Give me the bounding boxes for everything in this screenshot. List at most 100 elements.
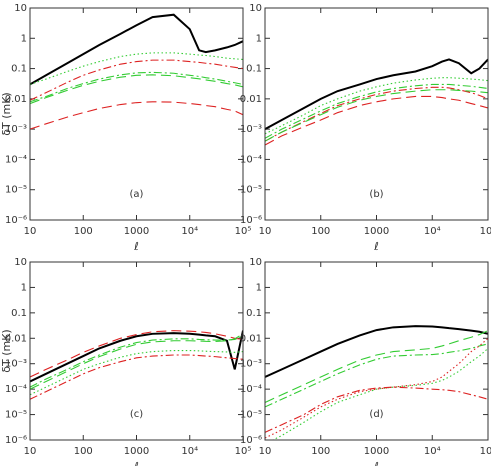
y-tick-label: 10⁻⁴	[240, 384, 262, 395]
x-tick-label: 10⁴	[181, 226, 198, 237]
x-tick-label: 10⁴	[181, 446, 198, 457]
series-line	[30, 74, 243, 105]
y-tick-label: 10	[14, 257, 27, 268]
series-line	[30, 59, 243, 101]
x-tick-label: 10⁵	[480, 226, 491, 237]
y-tick-label: 10⁻⁵	[240, 410, 262, 421]
series-line	[265, 77, 488, 135]
y-tick-label: 0.01	[240, 333, 262, 344]
x-axis-label: ℓ	[373, 240, 379, 253]
panel-label: (a)	[130, 189, 144, 200]
y-tick-label: 0.01	[240, 94, 262, 105]
y-tick-label: 1	[21, 33, 27, 44]
panel: 10⁻⁶ 10⁻⁵ 10⁻⁴ 10⁻³ 0.01 0.1 1 10 10 100 1000 10⁴ 10…	[240, 3, 491, 253]
series-line	[265, 83, 488, 139]
panel-label: (d)	[369, 409, 383, 420]
lines	[30, 330, 243, 400]
lines	[30, 13, 243, 130]
series-line	[30, 354, 243, 400]
x-tick-label: 100	[74, 226, 93, 237]
x-tick-label: 100	[311, 226, 330, 237]
x-tick-label: 100	[311, 446, 330, 457]
y-tick-label: 1	[21, 282, 27, 293]
series-line	[271, 347, 488, 440]
y-tick-label: 0.01	[5, 333, 27, 344]
y-tick-label: 10⁻⁵	[5, 185, 27, 196]
y-tick-label: 0.1	[246, 308, 262, 319]
x-tick-label: 10	[259, 226, 272, 237]
x-tick-label: 100	[74, 446, 93, 457]
y-tick-label: 10⁻⁶	[5, 215, 27, 226]
y-tick-label: 10⁻³	[5, 124, 27, 135]
y-tick-label: 10⁻⁴	[5, 154, 27, 165]
x-tick-label: 1000	[124, 226, 149, 237]
series-line	[30, 349, 243, 396]
series-line	[265, 58, 488, 131]
y-tick-label: 10⁻³	[5, 359, 27, 370]
series-line	[30, 330, 243, 378]
x-tick-label: 10⁵	[235, 226, 252, 237]
x-tick-label: 10	[24, 446, 37, 457]
y-tick-label: 0.1	[11, 308, 27, 319]
panel: 10⁻⁶ 10⁻⁵ 10⁻⁴ 10⁻³ 0.01 0.1 1 10 10 100 1000 10⁴ 10…	[240, 257, 491, 466]
y-tick-label: 10⁻⁶	[5, 435, 27, 446]
y-axis-label: δT (mK)	[0, 329, 13, 372]
plot-frame	[29, 7, 244, 221]
series-line	[30, 330, 243, 383]
y-tick-label: 10⁻⁵	[240, 185, 262, 196]
x-axis-label: ℓ	[133, 460, 139, 466]
series-line	[30, 335, 243, 388]
series-line	[265, 337, 488, 439]
series-line	[30, 333, 243, 390]
y-tick-label: 10⁻⁶	[240, 215, 262, 226]
plot-frame	[264, 261, 489, 441]
plot-frame	[264, 7, 489, 221]
panel-label: (b)	[369, 189, 383, 200]
y-tick-label: 10	[14, 3, 27, 14]
y-tick-label: 1	[256, 33, 262, 44]
series-line	[265, 325, 488, 378]
x-tick-label: 1000	[364, 446, 389, 457]
y-tick-label: 10⁻³	[240, 359, 262, 370]
series-line	[265, 89, 488, 142]
plot-frame	[29, 261, 244, 441]
y-tick-label: 0.1	[11, 64, 27, 75]
lines	[265, 58, 488, 146]
y-tick-label: 0.1	[246, 64, 262, 75]
x-tick-label: 10	[24, 226, 37, 237]
y-tick-label: 10⁻⁴	[5, 384, 27, 395]
x-tick-label: 10⁵	[480, 446, 491, 457]
panel: 10⁻⁶ 10⁻⁵ 10⁻⁴ 10⁻³ 0.01 0.1 1 10 10 100 1000 10⁴ 10…	[0, 257, 251, 466]
x-tick-label: 10⁴	[424, 226, 441, 237]
series-line	[265, 343, 488, 408]
y-tick-label: 10⁻⁶	[240, 435, 262, 446]
x-axis-label: ℓ	[133, 240, 139, 253]
series-line	[265, 95, 488, 146]
series-line	[265, 330, 488, 403]
y-tick-label: 10⁻⁵	[5, 410, 27, 421]
x-axis-label: ℓ	[373, 460, 379, 466]
panel: 10⁻⁶ 10⁻⁵ 10⁻⁴ 10⁻³ 0.01 0.1 1 10 10 100 1000 10⁴ 10…	[0, 3, 251, 253]
y-axis-label: δT (mK)	[0, 92, 13, 135]
y-tick-label: 1	[256, 282, 262, 293]
series-line	[30, 71, 243, 103]
series-line	[30, 101, 243, 130]
panel-label: (c)	[130, 409, 143, 420]
y-tick-label: 10⁻⁴	[240, 154, 262, 165]
x-tick-label: 1000	[364, 226, 389, 237]
series-line	[265, 386, 488, 433]
series-line	[265, 86, 488, 142]
lines	[265, 325, 488, 440]
x-tick-label: 10⁵	[235, 446, 252, 457]
y-tick-label: 10⁻³	[240, 124, 262, 135]
x-tick-label: 10	[259, 446, 272, 457]
y-tick-label: 0.01	[5, 94, 27, 105]
y-tick-label: 10	[249, 257, 262, 268]
x-tick-label: 10⁴	[424, 446, 441, 457]
y-tick-label: 10	[249, 3, 262, 14]
series-line	[30, 52, 243, 85]
series-line	[30, 13, 243, 86]
x-tick-label: 1000	[124, 446, 149, 457]
